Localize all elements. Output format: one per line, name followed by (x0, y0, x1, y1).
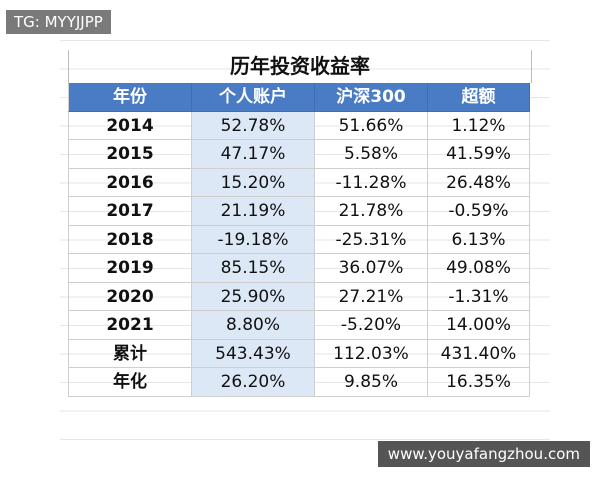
value-cell: -0.59% (428, 197, 530, 226)
row-label: 2019 (68, 254, 192, 283)
value-cell: 49.08% (428, 254, 530, 283)
row-label: 2015 (68, 140, 192, 169)
value-cell: 9.85% (315, 368, 428, 397)
row-label: 累计 (68, 339, 192, 368)
value-cell: 41.59% (428, 140, 530, 169)
watermark: TG: MYYJJPP (6, 10, 111, 34)
table-title: 历年投资收益率 (68, 50, 532, 83)
value-cell: 25.90% (192, 282, 315, 311)
header-cell: 超额 (428, 83, 530, 112)
footer-url: www.youyafangzhou.com (377, 441, 590, 467)
value-cell: 5.58% (315, 140, 428, 169)
header-cell: 年份 (68, 83, 192, 112)
value-cell: -1.31% (428, 282, 530, 311)
row-label: 2020 (68, 282, 192, 311)
value-cell: -5.20% (315, 311, 428, 340)
value-cell: -19.18% (192, 225, 315, 254)
value-cell: 112.03% (315, 339, 428, 368)
header-cell: 沪深300 (315, 83, 428, 112)
value-cell: 14.00% (428, 311, 530, 340)
row-label: 年化 (68, 368, 192, 397)
value-cell: 51.66% (315, 111, 428, 140)
value-cell: 431.40% (428, 339, 530, 368)
value-cell: 27.21% (315, 282, 428, 311)
row-label: 2016 (68, 168, 192, 197)
value-cell: 8.80% (192, 311, 315, 340)
value-cell: 47.17% (192, 140, 315, 169)
row-label: 2017 (68, 197, 192, 226)
row-label: 2021 (68, 311, 192, 340)
value-cell: 26.20% (192, 368, 315, 397)
value-cell: 21.19% (192, 197, 315, 226)
row-label: 2018 (68, 225, 192, 254)
value-cell: 52.78% (192, 111, 315, 140)
value-cell: 26.48% (428, 168, 530, 197)
value-cell: 36.07% (315, 254, 428, 283)
value-cell: 1.12% (428, 111, 530, 140)
value-cell: -25.31% (315, 225, 428, 254)
value-cell: 21.78% (315, 197, 428, 226)
header-cell: 个人账户 (192, 83, 315, 112)
value-cell: 85.15% (192, 254, 315, 283)
value-cell: -11.28% (315, 168, 428, 197)
value-cell: 16.35% (428, 368, 530, 397)
value-cell: 6.13% (428, 225, 530, 254)
value-cell: 543.43% (192, 339, 315, 368)
row-label: 2014 (68, 111, 192, 140)
value-cell: 15.20% (192, 168, 315, 197)
